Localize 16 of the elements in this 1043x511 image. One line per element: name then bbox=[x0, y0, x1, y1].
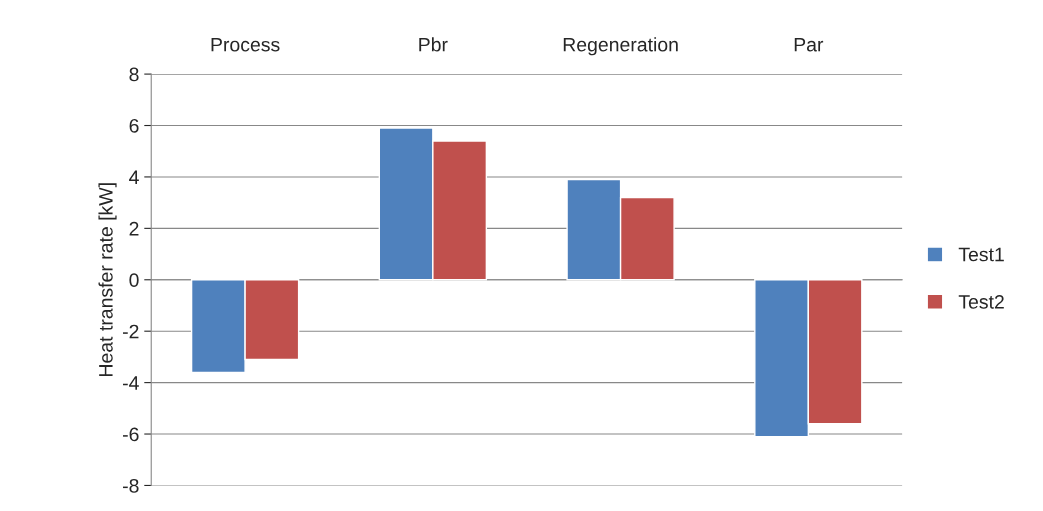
y-tick-label: 4 bbox=[129, 170, 139, 184]
y-tick-label: -8 bbox=[123, 478, 139, 493]
x-tick-label: Process bbox=[211, 37, 280, 52]
legend-label: Test1 bbox=[958, 247, 1004, 262]
y-tick-label: -2 bbox=[123, 324, 139, 339]
y-tick-label: 2 bbox=[129, 221, 139, 236]
y-tick-label: 0 bbox=[129, 273, 139, 288]
x-tick-label: Pbr bbox=[419, 37, 448, 52]
legend-label: Test2 bbox=[958, 294, 1004, 309]
y-tick-label: 8 bbox=[129, 67, 139, 82]
y-tick-label: -4 bbox=[123, 376, 139, 390]
y-axis-title: Heat transfer rate [kW] bbox=[98, 183, 117, 376]
y-tick-label: 6 bbox=[129, 118, 139, 133]
y-tick-label: -6 bbox=[123, 427, 139, 442]
x-tick-label: Regeneration bbox=[563, 37, 678, 56]
x-tick-label: Par bbox=[794, 37, 824, 52]
